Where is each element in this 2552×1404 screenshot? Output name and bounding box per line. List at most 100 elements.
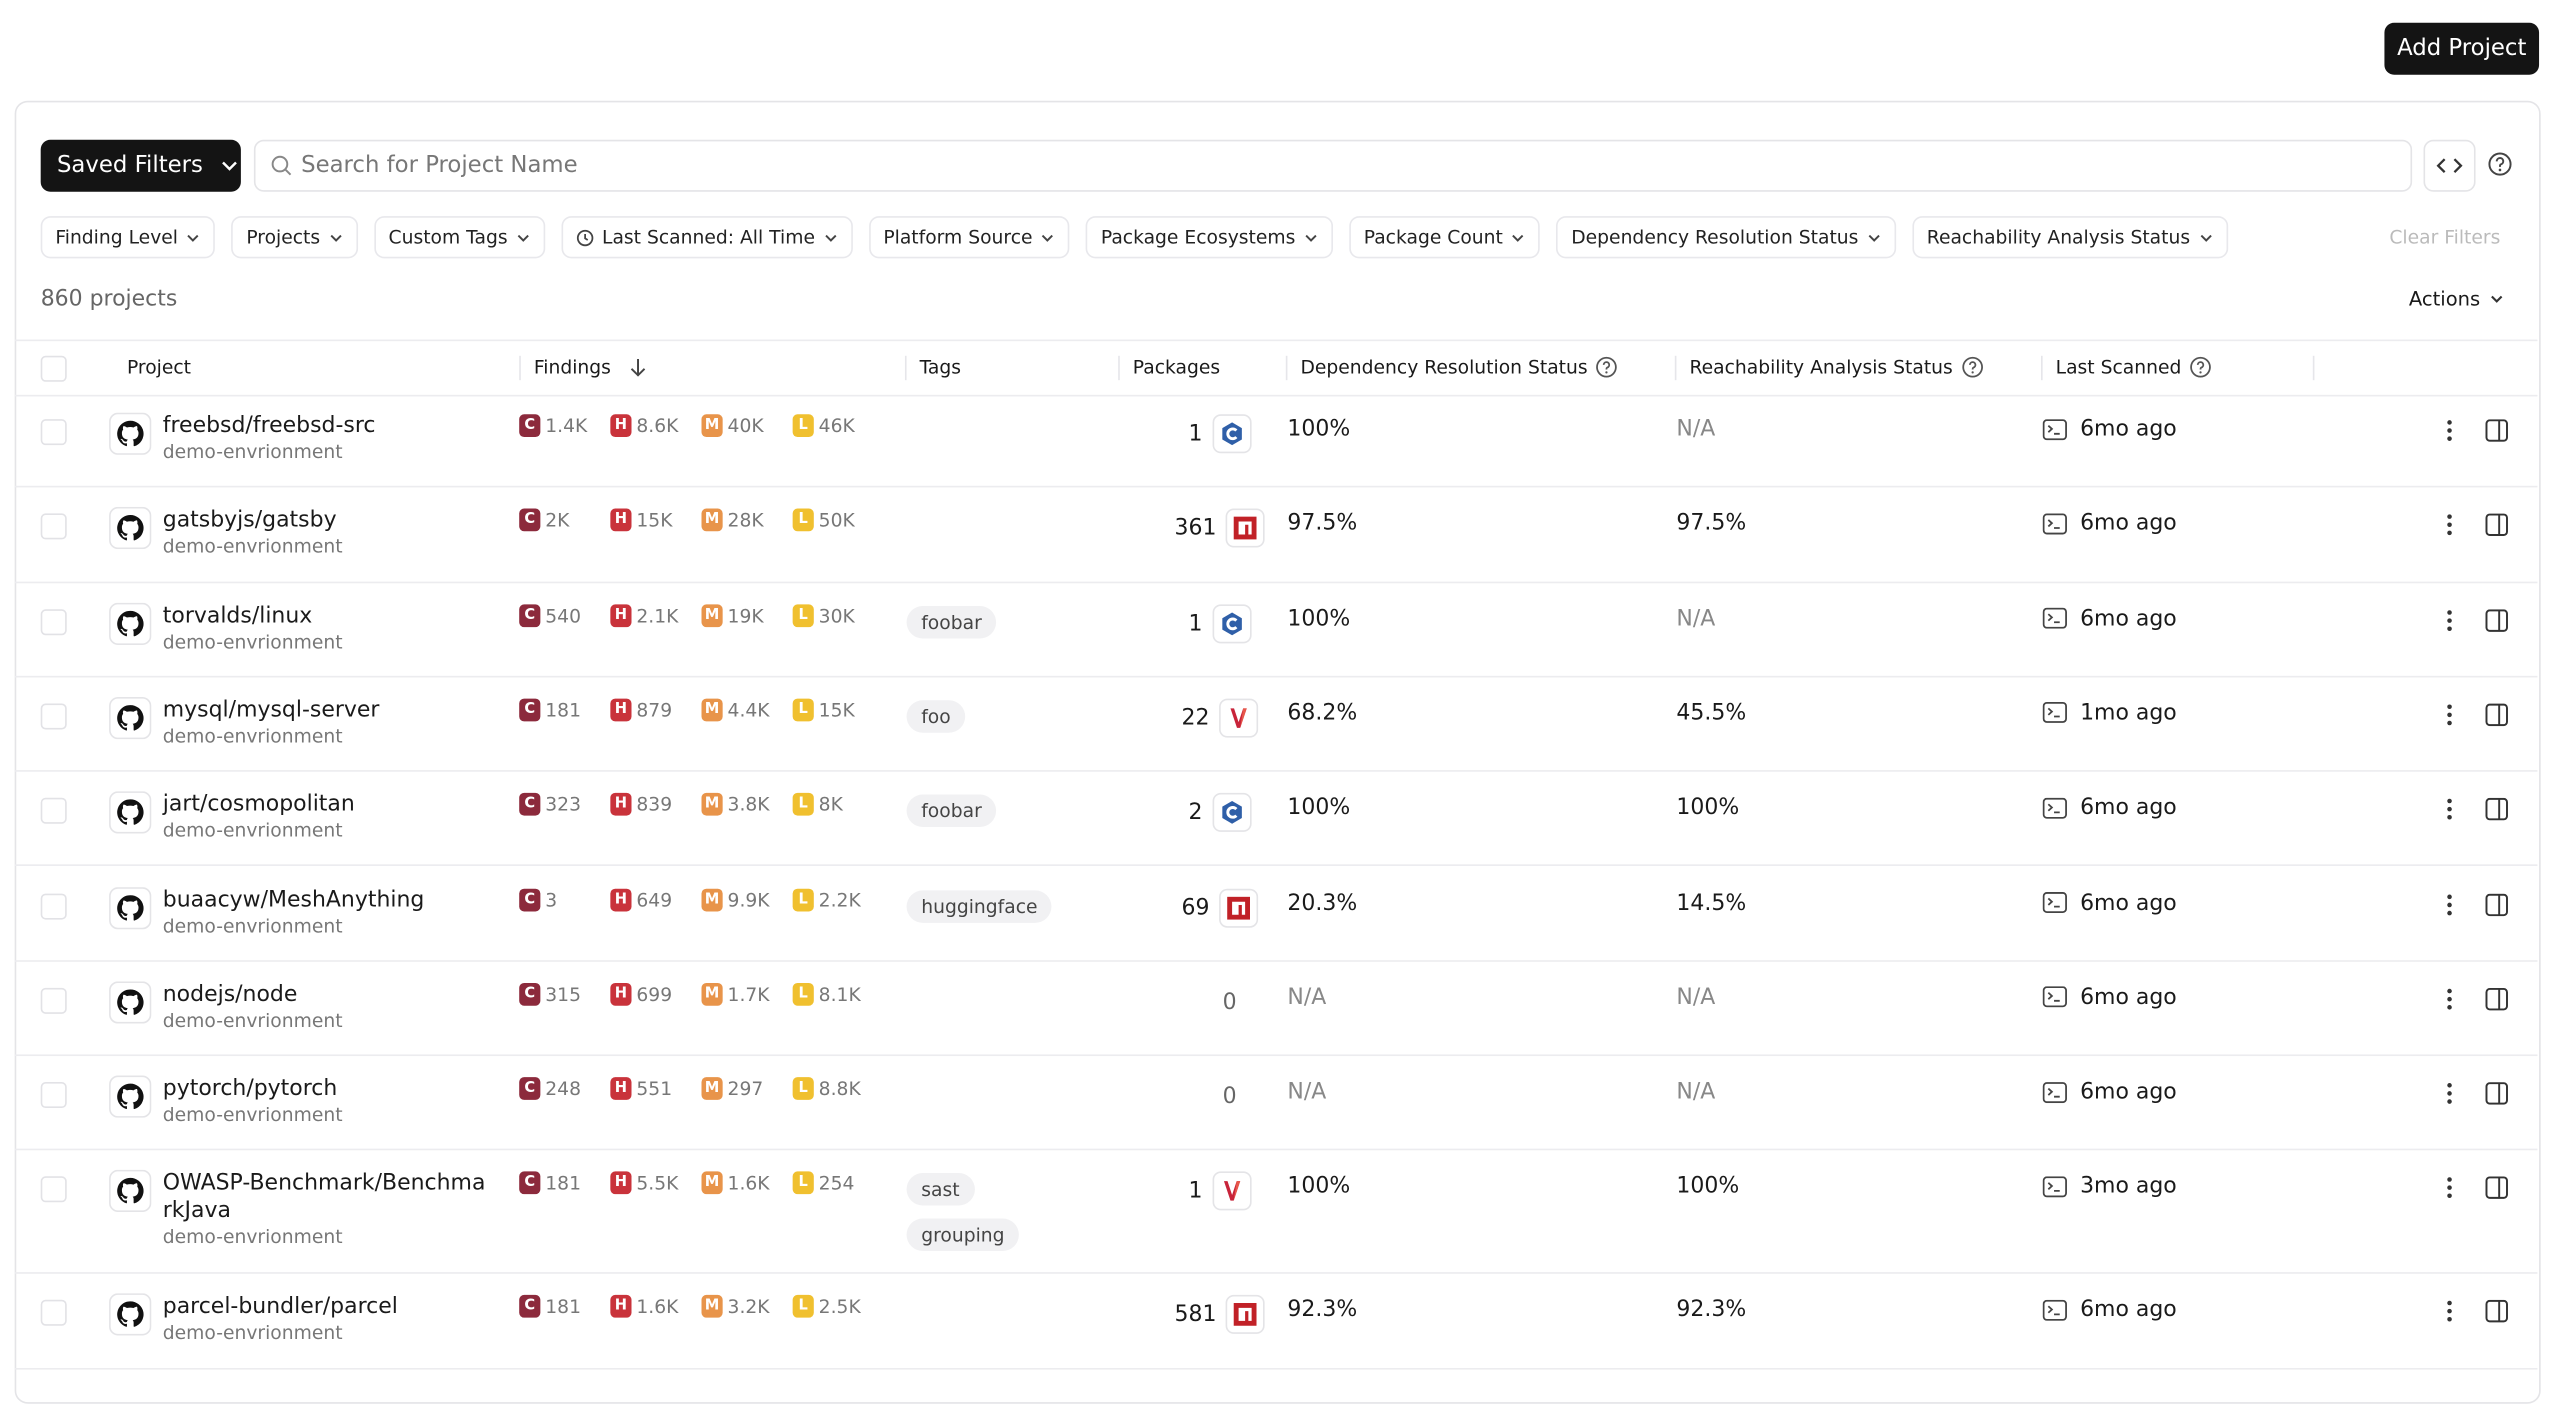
finding-count: 46K <box>818 414 855 438</box>
column-divider <box>904 355 907 381</box>
findings-cell: C 315 H 699 M 1.7K L 8.1K <box>519 982 884 1006</box>
panel-toggle[interactable] <box>2485 703 2508 726</box>
filter-chip[interactable]: Package Count <box>1349 216 1541 259</box>
last-scanned-cell: 6mo ago <box>2042 890 2177 916</box>
severity-badge: H <box>610 698 632 722</box>
clear-filters[interactable]: Clear Filters <box>2389 225 2501 249</box>
reachability: N/A <box>1676 605 1716 632</box>
reachability: 92.3% <box>1676 1297 1747 1324</box>
table-row[interactable]: OWASP-Benchmark/BenchmarkJava demo-envrio… <box>14 1151 2538 1275</box>
last-scanned-cell: 6mo ago <box>2042 1297 2177 1323</box>
panel-toggle[interactable] <box>2485 1300 2508 1323</box>
cli-icon <box>2042 1081 2067 1103</box>
table-row[interactable]: torvalds/linux demo-envrionment C 540 H 2.1K M… <box>14 583 2538 678</box>
add-project-button[interactable]: Add Project <box>2384 22 2540 75</box>
finding-count: 2K <box>545 509 570 532</box>
table-row[interactable]: parcel-bundler/parcel demo-envrionment C 18… <box>14 1274 2538 1370</box>
row-menu[interactable] <box>2446 1082 2453 1105</box>
row-menu[interactable] <box>2446 1177 2453 1200</box>
filter-chip[interactable]: Projects <box>231 216 358 259</box>
last-scanned: 6mo ago <box>2080 510 2177 537</box>
column-header: Project <box>127 356 191 379</box>
table-row[interactable]: buaacyw/MeshAnything demo-envrionment C 3 H 6… <box>14 867 2538 962</box>
dependency-resolution: N/A <box>1287 984 1327 1011</box>
filter-label: Finding Level <box>55 225 178 249</box>
tags-cell: sast grouping <box>906 1173 1110 1265</box>
row-actions <box>2446 1300 2508 1323</box>
finding-count: 15K <box>636 509 673 532</box>
saved-filters-button[interactable]: Saved Filters <box>40 139 241 192</box>
table-row[interactable]: nodejs/node demo-envrionment C 315 H 699 M 1.7K… <box>14 961 2538 1057</box>
finding-count: 181 <box>545 698 581 722</box>
search-placeholder: Search for Project Name <box>301 152 578 179</box>
table-row[interactable]: freebsd/freebsd-src demo-envrionment C 1.4K… <box>14 393 2538 488</box>
severity-count: C 540 <box>519 603 610 627</box>
panel-toggle[interactable] <box>2485 798 2508 821</box>
filter-chip[interactable]: Custom Tags <box>373 216 546 259</box>
help-icon[interactable] <box>2487 151 2513 177</box>
severity-count: H 699 <box>610 982 701 1006</box>
sort-icon <box>631 359 646 377</box>
last-scanned-cell: 3mo ago <box>2042 1174 2177 1200</box>
row-menu[interactable] <box>2446 609 2453 632</box>
row-menu[interactable] <box>2446 514 2453 537</box>
reachability: 14.5% <box>1676 889 1747 916</box>
severity-count: M 40K <box>701 414 792 438</box>
tag: huggingface <box>906 889 1053 923</box>
severity-badge: L <box>792 509 814 532</box>
row-menu[interactable] <box>2446 1300 2453 1323</box>
severity-count: H 649 <box>610 887 701 911</box>
table-row[interactable]: mysql/mysql-server demo-envrionment C 181 H 8… <box>14 677 2538 773</box>
finding-count: 8.8K <box>818 1077 861 1101</box>
filter-label: Package Count <box>1363 225 1503 249</box>
row-menu[interactable] <box>2446 419 2453 442</box>
row-menu[interactable] <box>2446 987 2453 1010</box>
filter-chip[interactable]: Last Scanned: All Time <box>561 216 853 259</box>
tags-cell: foo <box>906 700 1110 745</box>
reachability: 97.5% <box>1676 510 1747 537</box>
project-cell: gatsbyjs/gatsby demo-envrionment <box>109 507 488 559</box>
panel-toggle[interactable] <box>2485 892 2508 916</box>
severity-count: H 5.5K <box>610 1172 701 1195</box>
table-row[interactable]: gatsbyjs/gatsby demo-envrionment C 2K H 15K M 2… <box>14 488 2538 583</box>
checkbox <box>40 1300 67 1327</box>
finding-count: 2.2K <box>818 887 861 911</box>
severity-count: L 50K <box>792 509 884 532</box>
project-name: OWASP-Benchmark/BenchmarkJava <box>162 1170 486 1225</box>
filter-chip[interactable]: Reachability Analysis Status <box>1912 216 2228 259</box>
severity-count: H 2.1K <box>610 603 701 627</box>
filter-chip[interactable]: Platform Source <box>868 216 1070 259</box>
package-ecosystem-icon <box>1226 1295 1266 1335</box>
checkbox <box>40 419 67 446</box>
checkbox <box>40 513 67 540</box>
panel-toggle[interactable] <box>2485 514 2508 537</box>
last-scanned: 6mo ago <box>2080 794 2177 821</box>
environment: demo-envrionment <box>162 629 343 653</box>
findings-cell: C 540 H 2.1K M 19K L 30K <box>519 603 884 627</box>
table-row[interactable]: jart/cosmopolitan demo-envrionment C 323 H 83… <box>14 772 2538 867</box>
table-row[interactable]: pytorch/pytorch demo-envrionment C 248 H 551 M… <box>14 1056 2538 1151</box>
project-text: pytorch/pytorch demo-envrionment <box>163 1076 489 1128</box>
filter-chip[interactable]: Package Ecosystems <box>1086 216 1333 259</box>
panel-toggle[interactable] <box>2485 419 2508 442</box>
panel-toggle[interactable] <box>2485 608 2508 632</box>
severity-badge: C <box>519 603 541 627</box>
panel-toggle[interactable] <box>2485 1177 2508 1200</box>
row-menu[interactable] <box>2446 893 2453 916</box>
search-input[interactable]: Search for Project Name <box>253 139 2413 192</box>
code-button[interactable] <box>2423 139 2476 192</box>
last-scanned-cell: 6mo ago <box>2042 1079 2177 1105</box>
row-menu[interactable] <box>2446 798 2453 821</box>
package-ecosystem-icon <box>1226 509 1266 549</box>
filter-chip[interactable]: Finding Level <box>40 216 216 259</box>
row-menu[interactable] <box>2446 703 2453 726</box>
panel-toggle[interactable] <box>2485 987 2508 1011</box>
project-text: mysql/mysql-server demo-envrionment <box>163 697 489 749</box>
panel-toggle[interactable] <box>2485 1082 2508 1105</box>
actions-menu[interactable]: Actions <box>2408 287 2505 311</box>
last-scanned: 6mo ago <box>2080 415 2177 442</box>
package-count: 581 <box>1174 1302 1217 1329</box>
filter-chip[interactable]: Dependency Resolution Status <box>1556 216 1896 259</box>
actions-label: Actions <box>2408 287 2481 311</box>
package-count: 2 <box>1188 799 1203 826</box>
